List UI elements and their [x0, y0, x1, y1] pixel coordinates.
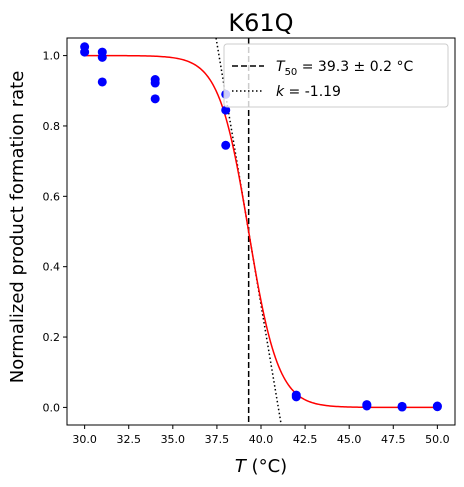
fit-curve	[84, 54, 438, 409]
x-tick-label: 50.0	[425, 433, 450, 446]
x-tick-label: 37.5	[205, 433, 230, 446]
y-axis-ticks: 0.0 0.2 0.4 0.6 0.8 1.0	[43, 50, 67, 414]
legend-t50-label: T50 = 39.3 ± 0.2 °C	[276, 59, 413, 78]
x-tick-label: 35.0	[161, 433, 186, 446]
x-tick-label: 47.5	[381, 433, 406, 446]
x-axis-ticks: 30.0 32.5 35.0 37.5 40.0 42.5 45.0 47.5 50.0	[72, 425, 450, 446]
x-tick-label: 30.0	[72, 433, 97, 446]
data-point	[221, 140, 231, 150]
x-axis-unit: (°C)	[246, 456, 287, 477]
y-tick-label: 1.0	[43, 50, 61, 63]
x-tick-label: 40.0	[249, 433, 274, 446]
x-axis-variable: T	[235, 456, 248, 477]
legend: T50 = 39.3 ± 0.2 °C k = -1.19	[223, 43, 449, 108]
x-tick-label: 32.5	[116, 433, 141, 446]
data-point	[97, 52, 107, 62]
data-point	[150, 78, 160, 88]
y-tick-label: 0.6	[43, 190, 61, 203]
legend-slope-label: k = -1.19	[276, 84, 341, 100]
chart-title: K61Q	[228, 9, 293, 37]
data-point	[362, 401, 372, 411]
y-tick-label: 0.0	[43, 401, 61, 414]
x-axis-label: T (°C)	[235, 456, 287, 477]
data-point	[80, 47, 90, 57]
y-tick-label: 0.4	[43, 261, 61, 274]
legend-box	[223, 43, 449, 108]
y-tick-label: 0.2	[43, 331, 61, 344]
data-point	[291, 392, 301, 402]
data-point	[432, 402, 442, 412]
x-tick-label: 42.5	[293, 433, 318, 446]
data-point	[150, 94, 160, 104]
data-point	[397, 402, 407, 412]
y-axis-label: Normalized product formation rate	[7, 71, 28, 384]
y-tick-label: 0.8	[43, 120, 61, 133]
x-tick-label: 45.0	[337, 433, 362, 446]
data-point	[97, 77, 107, 87]
data-point	[221, 105, 231, 115]
